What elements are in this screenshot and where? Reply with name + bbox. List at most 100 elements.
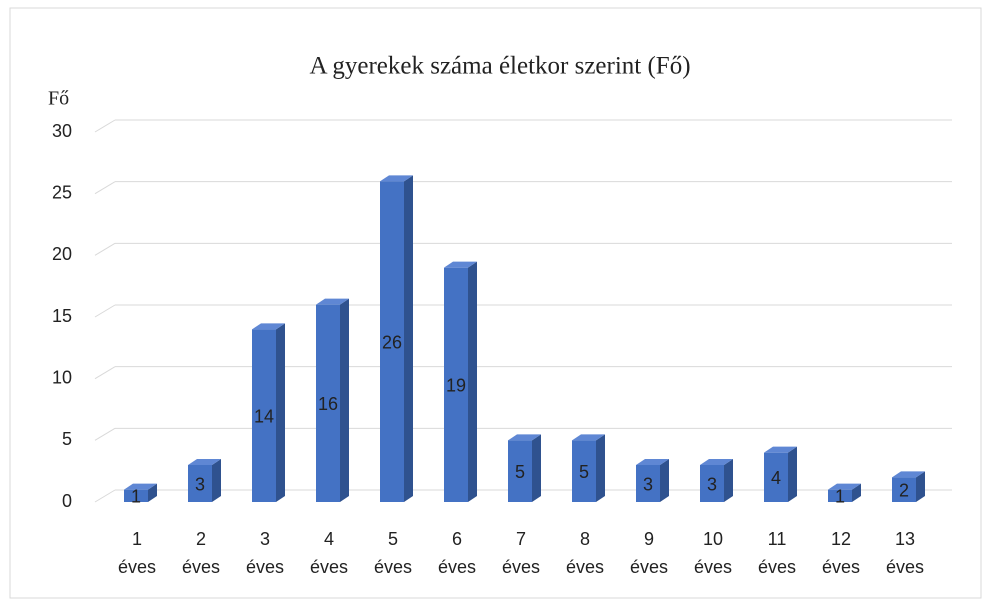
x-tick-label-line: éves [694, 557, 732, 577]
x-tick-label-line: éves [118, 557, 156, 577]
bar-side [276, 323, 285, 502]
data-label: 3 [643, 474, 653, 494]
x-tick-label-line: 2 [196, 529, 206, 549]
grid-line [94, 304, 116, 318]
bar-side [532, 434, 541, 502]
x-tick-label: 13 éves [886, 529, 924, 577]
y-tick-label: 20 [52, 244, 72, 264]
bar [636, 465, 660, 502]
y-tick-label: 25 [52, 182, 72, 202]
data-label: 5 [515, 462, 525, 482]
data-label: 3 [195, 474, 205, 494]
x-tick-label-line: éves [886, 557, 924, 577]
bar [572, 440, 596, 502]
bar-side [468, 261, 477, 502]
data-label: 26 [382, 332, 402, 352]
bar-side [724, 459, 733, 502]
y-tick-label: 5 [62, 429, 72, 449]
chart-title: A gyerekek száma életkor szerint (Fő) [309, 53, 690, 80]
bar-top [764, 446, 797, 453]
bar [188, 465, 212, 502]
x-tick-label: 10 éves [694, 529, 732, 577]
data-label: 16 [318, 394, 338, 414]
x-tick-label-line: 11 [768, 529, 787, 549]
x-tick-label-line: 3 [260, 529, 270, 549]
x-tick-label-line: 4 [324, 529, 334, 549]
x-tick-label-line: éves [310, 557, 348, 577]
data-label: 4 [771, 468, 781, 488]
bar [380, 181, 404, 503]
data-label: 14 [254, 406, 274, 426]
x-tick-label-line: 9 [644, 529, 654, 549]
x-tick-label-line: 13 [895, 529, 915, 549]
x-tick-label-line: éves [182, 557, 220, 577]
x-tick-label: 9 éves [630, 529, 668, 577]
bar [444, 267, 468, 502]
x-tick-label-line: 8 [580, 529, 590, 549]
x-tick-label: 8 éves [566, 529, 604, 577]
x-tick-label-line: 12 [831, 529, 851, 549]
x-tick-label: 1 éves [118, 529, 156, 577]
bar-top [316, 298, 349, 305]
x-tick-label-line: éves [502, 557, 540, 577]
x-tick-label-line: 7 [516, 529, 526, 549]
x-tick-label: 11 éves [758, 529, 796, 577]
data-label: 1 [835, 487, 845, 507]
bar-side [916, 471, 925, 502]
bar [316, 304, 340, 502]
x-tick-label-line: éves [630, 557, 668, 577]
bar-side [212, 459, 221, 502]
bar-side [404, 175, 413, 503]
bar-side [340, 298, 349, 502]
bar [892, 477, 916, 502]
bar-side [852, 483, 861, 502]
bar [700, 465, 724, 502]
x-tick-label-line: 5 [388, 529, 398, 549]
bar-side [148, 483, 157, 502]
bar-top [444, 261, 477, 268]
x-tick-label: 12 éves [822, 529, 860, 577]
bar [828, 489, 852, 502]
x-tick-label: 4 éves [310, 529, 348, 577]
bar-top [380, 175, 413, 182]
bar-side [660, 459, 669, 502]
grid-line [94, 119, 116, 133]
x-tick-label-line: éves [374, 557, 412, 577]
x-tick-label-line: éves [822, 557, 860, 577]
x-tick-label-line: éves [246, 557, 284, 577]
bar-top [892, 471, 925, 478]
bar-top [636, 459, 669, 465]
grid-line [94, 366, 116, 380]
bar-top [572, 434, 605, 441]
bar [124, 489, 148, 502]
bar-top [252, 323, 285, 330]
y-tick-label: 30 [52, 121, 72, 141]
data-label: 3 [707, 474, 717, 494]
bar-side [788, 446, 797, 502]
x-tick-label: 5 éves [374, 529, 412, 577]
x-tick-label: 6 éves [438, 529, 476, 577]
grid-line [94, 427, 116, 441]
grid-line [94, 181, 116, 195]
x-tick-label-line: 6 [452, 529, 462, 549]
bar-top [508, 434, 541, 441]
grid-line [94, 489, 116, 503]
grid-line [94, 242, 116, 256]
y-tick-label: 15 [52, 306, 72, 326]
data-label: 2 [899, 480, 909, 500]
bar-top [828, 483, 861, 490]
bar-top [700, 459, 733, 465]
y-tick-label: 10 [52, 367, 72, 387]
x-tick-label-line: éves [758, 557, 796, 577]
data-label: 1 [131, 487, 141, 507]
x-tick-label-line: 10 [703, 529, 723, 549]
chart-border [9, 7, 982, 599]
x-tick-label-line: éves [566, 557, 604, 577]
bar [252, 329, 276, 502]
y-axis-label: Fő [48, 88, 69, 110]
x-tick-label: 3 éves [246, 529, 284, 577]
bar-top [188, 459, 221, 465]
data-label: 5 [579, 462, 589, 482]
